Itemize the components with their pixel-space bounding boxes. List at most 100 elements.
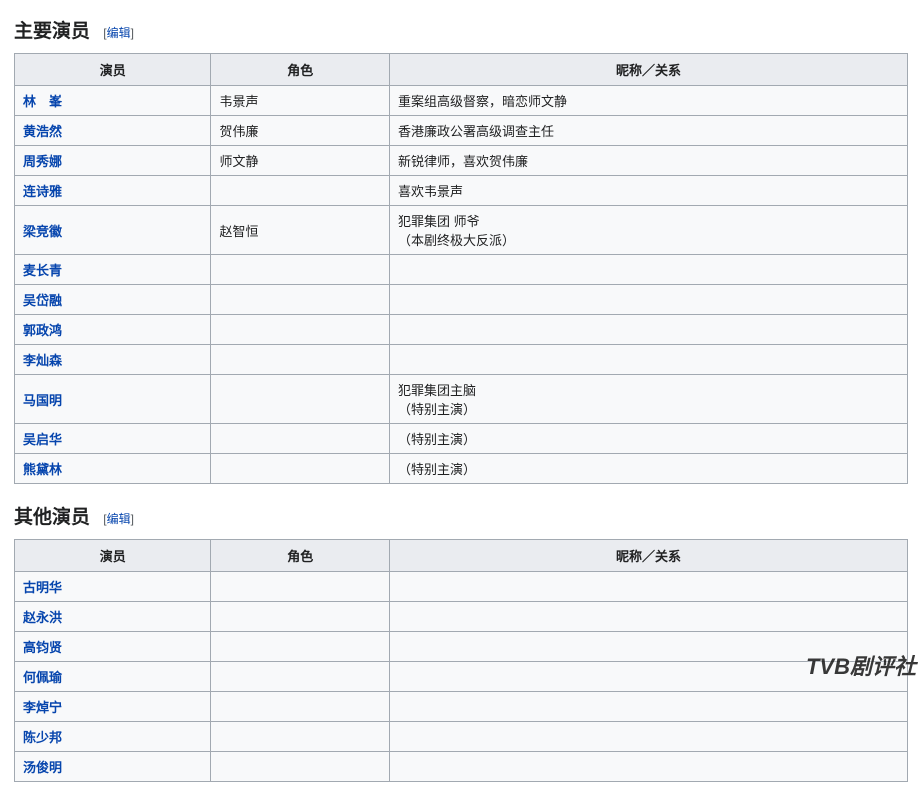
col-header-relation: 昵称／关系 bbox=[390, 54, 908, 86]
actor-link[interactable]: 连诗雅 bbox=[23, 184, 62, 199]
section-heading-other-cast: 其他演员 [编辑] bbox=[14, 502, 908, 531]
edit-link[interactable]: 编辑 bbox=[107, 512, 131, 526]
relation-cell: 重案组高级督察，暗恋师文静 bbox=[390, 86, 908, 116]
relation-cell: 犯罪集团主脑（特别主演） bbox=[390, 375, 908, 424]
role-cell bbox=[211, 632, 390, 662]
actor-link[interactable]: 麦长青 bbox=[23, 263, 62, 278]
table-header-row: 演员 角色 昵称／关系 bbox=[15, 54, 908, 86]
edit-link[interactable]: 编辑 bbox=[107, 26, 131, 40]
other-cast-table: 演员 角色 昵称／关系 古明华赵永洪高钧贤何佩瑜李焯宁陈少邦汤俊明 bbox=[14, 539, 908, 782]
actor-cell: 何佩瑜 bbox=[15, 662, 211, 692]
bracket-close: ] bbox=[131, 512, 134, 526]
role-cell bbox=[211, 315, 390, 345]
role-cell bbox=[211, 424, 390, 454]
relation-cell: （特别主演） bbox=[390, 454, 908, 484]
actor-cell: 郭政鸿 bbox=[15, 315, 211, 345]
relation-cell bbox=[390, 315, 908, 345]
edit-section-link-wrapper: [编辑] bbox=[103, 26, 134, 40]
section-heading-main-cast: 主要演员 [编辑] bbox=[14, 16, 908, 45]
table-row: 周秀娜师文静新锐律师，喜欢贺伟廉 bbox=[15, 146, 908, 176]
actor-link[interactable]: 李焯宁 bbox=[23, 700, 62, 715]
actor-link[interactable]: 梁竞徽 bbox=[23, 224, 62, 239]
actor-link[interactable]: 吴岱融 bbox=[23, 293, 62, 308]
actor-link[interactable]: 陈少邦 bbox=[23, 730, 62, 745]
table-row: 马国明 犯罪集团主脑（特别主演） bbox=[15, 375, 908, 424]
actor-cell: 赵永洪 bbox=[15, 602, 211, 632]
role-cell bbox=[211, 692, 390, 722]
relation-cell bbox=[390, 602, 908, 632]
edit-section-link-wrapper: [编辑] bbox=[103, 512, 134, 526]
role-cell bbox=[211, 454, 390, 484]
actor-link[interactable]: 熊黛林 bbox=[23, 462, 62, 477]
actor-link[interactable]: 高钧贤 bbox=[23, 640, 62, 655]
col-header-actor: 演员 bbox=[15, 540, 211, 572]
col-header-actor: 演员 bbox=[15, 54, 211, 86]
actor-link[interactable]: 黄浩然 bbox=[23, 124, 62, 139]
actor-link[interactable]: 周秀娜 bbox=[23, 154, 62, 169]
actor-cell: 古明华 bbox=[15, 572, 211, 602]
relation-cell bbox=[390, 572, 908, 602]
actor-link[interactable]: 何佩瑜 bbox=[23, 670, 62, 685]
table-row: 梁竞徽赵智恒犯罪集团 师爷（本剧终极大反派） bbox=[15, 206, 908, 255]
role-cell bbox=[211, 375, 390, 424]
relation-cell bbox=[390, 345, 908, 375]
actor-link[interactable]: 李灿森 bbox=[23, 353, 62, 368]
actor-link[interactable]: 赵永洪 bbox=[23, 610, 62, 625]
heading-text: 其他演员 bbox=[14, 507, 90, 528]
actor-link[interactable]: 林 峯 bbox=[23, 94, 62, 109]
col-header-relation: 昵称／关系 bbox=[390, 540, 908, 572]
table-row: 熊黛林 （特别主演） bbox=[15, 454, 908, 484]
actor-cell: 李灿森 bbox=[15, 345, 211, 375]
table-row: 赵永洪 bbox=[15, 602, 908, 632]
actor-link[interactable]: 古明华 bbox=[23, 580, 62, 595]
table-row: 麦长青 bbox=[15, 255, 908, 285]
relation-cell bbox=[390, 285, 908, 315]
role-cell bbox=[211, 752, 390, 782]
relation-cell bbox=[390, 632, 908, 662]
table-row: 吴岱融 bbox=[15, 285, 908, 315]
actor-link[interactable]: 汤俊明 bbox=[23, 760, 62, 775]
table-row: 黄浩然 贺伟廉香港廉政公署高级调查主任 bbox=[15, 116, 908, 146]
role-cell bbox=[211, 572, 390, 602]
role-cell: 韦景声 bbox=[211, 86, 390, 116]
relation-cell bbox=[390, 692, 908, 722]
actor-cell: 李焯宁 bbox=[15, 692, 211, 722]
actor-cell: 周秀娜 bbox=[15, 146, 211, 176]
role-cell bbox=[211, 722, 390, 752]
relation-cell bbox=[390, 662, 908, 692]
table-row: 连诗雅 喜欢韦景声 bbox=[15, 176, 908, 206]
col-header-role: 角色 bbox=[211, 54, 390, 86]
actor-cell: 马国明 bbox=[15, 375, 211, 424]
relation-cell bbox=[390, 722, 908, 752]
actor-cell: 汤俊明 bbox=[15, 752, 211, 782]
role-cell: 贺伟廉 bbox=[211, 116, 390, 146]
heading-text: 主要演员 bbox=[14, 21, 90, 42]
table-row: 李灿森 bbox=[15, 345, 908, 375]
actor-cell: 黄浩然 bbox=[15, 116, 211, 146]
actor-cell: 梁竞徽 bbox=[15, 206, 211, 255]
relation-cell: 香港廉政公署高级调查主任 bbox=[390, 116, 908, 146]
actor-link[interactable]: 吴启华 bbox=[23, 432, 62, 447]
actor-link[interactable]: 马国明 bbox=[23, 393, 62, 408]
relation-cell: （特别主演） bbox=[390, 424, 908, 454]
relation-cell: 新锐律师，喜欢贺伟廉 bbox=[390, 146, 908, 176]
table-row: 陈少邦 bbox=[15, 722, 908, 752]
actor-cell: 林 峯 bbox=[15, 86, 211, 116]
table-row: 郭政鸿 bbox=[15, 315, 908, 345]
actor-link[interactable]: 郭政鸿 bbox=[23, 323, 62, 338]
role-cell bbox=[211, 602, 390, 632]
table-row: 高钧贤 bbox=[15, 632, 908, 662]
table-row: 林 峯 韦景声重案组高级督察，暗恋师文静 bbox=[15, 86, 908, 116]
relation-cell: 喜欢韦景声 bbox=[390, 176, 908, 206]
role-cell bbox=[211, 176, 390, 206]
main-cast-table: 演员 角色 昵称／关系 林 峯 韦景声重案组高级督察，暗恋师文静黄浩然 贺伟廉香港廉… bbox=[14, 53, 908, 484]
relation-cell: 犯罪集团 师爷（本剧终极大反派） bbox=[390, 206, 908, 255]
table-row: 吴启华 （特别主演） bbox=[15, 424, 908, 454]
actor-cell: 麦长青 bbox=[15, 255, 211, 285]
actor-cell: 熊黛林 bbox=[15, 454, 211, 484]
actor-cell: 高钧贤 bbox=[15, 632, 211, 662]
actor-cell: 陈少邦 bbox=[15, 722, 211, 752]
relation-cell bbox=[390, 255, 908, 285]
role-cell bbox=[211, 255, 390, 285]
col-header-role: 角色 bbox=[211, 540, 390, 572]
